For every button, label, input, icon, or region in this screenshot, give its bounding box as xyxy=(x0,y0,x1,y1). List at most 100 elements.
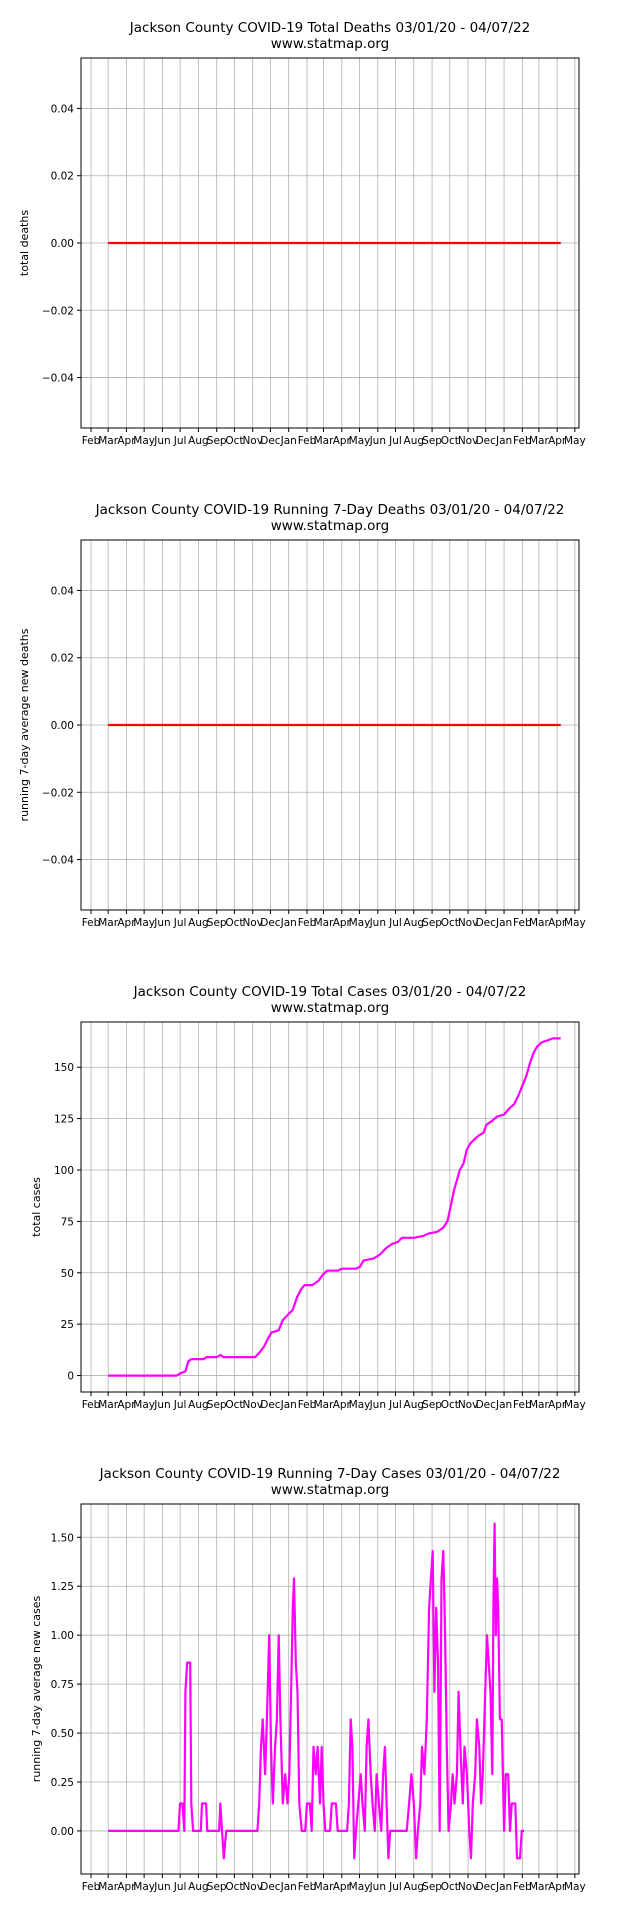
x-tick-label: May xyxy=(349,917,371,929)
x-tick-label: Apr xyxy=(117,1881,136,1893)
x-tick-label: Feb xyxy=(82,1399,101,1411)
chart-subtitle: www.statmap.org xyxy=(271,518,390,534)
x-tick-label: Jan xyxy=(495,1399,512,1411)
x-tick-label: Jan xyxy=(280,1881,297,1893)
plot-frame xyxy=(80,1503,580,1875)
x-tick-label: Apr xyxy=(117,1399,136,1411)
x-tick-label: Feb xyxy=(513,1399,532,1411)
y-tick-label: 50 xyxy=(61,1268,74,1280)
x-tick-label: Jul xyxy=(173,1399,187,1411)
x-tick-label: Nov xyxy=(242,435,263,447)
x-tick-label: Apr xyxy=(333,1881,352,1893)
x-tick-label: Jun xyxy=(153,1881,170,1893)
y-tick-label: 0.00 xyxy=(51,720,74,732)
x-tick-label: Oct xyxy=(441,1881,459,1893)
y-tick-label: 1.50 xyxy=(51,1532,74,1544)
x-tick-label: Nov xyxy=(458,917,479,929)
x-tick-label: Feb xyxy=(298,917,317,929)
x-tick-label: May xyxy=(133,435,155,447)
x-tick-label: Mar xyxy=(529,1399,549,1411)
y-tick-label: 75 xyxy=(61,1216,74,1228)
x-tick-label: Mar xyxy=(529,1881,549,1893)
y-tick-label: 0.75 xyxy=(51,1679,74,1691)
chart-title: Jackson County COVID-19 Running 7-Day Ca… xyxy=(99,1466,561,1482)
x-tick-label: Sep xyxy=(422,917,442,929)
chart-title: Jackson County COVID-19 Running 7-Day De… xyxy=(95,502,565,518)
y-tick-label: −0.04 xyxy=(42,855,74,867)
y-tick-label: −0.02 xyxy=(42,787,74,799)
x-tick-label: Jun xyxy=(369,917,386,929)
x-tick-label: Jan xyxy=(495,1881,512,1893)
x-tick-label: Feb xyxy=(82,1881,101,1893)
x-tick-label: Oct xyxy=(225,435,243,447)
x-tick-label: Apr xyxy=(548,1881,567,1893)
x-tick-label: May xyxy=(133,1881,155,1893)
x-tick-label: Jun xyxy=(153,1399,170,1411)
y-axis-label: total deaths xyxy=(18,210,31,276)
chart-subtitle: www.statmap.org xyxy=(271,1482,390,1498)
x-tick-label: Mar xyxy=(314,435,334,447)
y-tick-label: 0.04 xyxy=(51,585,75,597)
x-tick-label: May xyxy=(564,917,586,929)
x-tick-label: Aug xyxy=(404,917,425,929)
x-tick-label: Feb xyxy=(298,1399,317,1411)
x-tick-label: Mar xyxy=(529,435,549,447)
y-tick-label: 25 xyxy=(61,1319,74,1331)
x-tick-label: Oct xyxy=(225,1881,243,1893)
x-tick-label: Aug xyxy=(188,1881,209,1893)
x-tick-label: Apr xyxy=(548,435,567,447)
x-tick-label: Jan xyxy=(280,917,297,929)
x-tick-label: Apr xyxy=(117,917,136,929)
x-tick-label: Mar xyxy=(529,917,549,929)
y-tick-label: 125 xyxy=(54,1114,74,1126)
x-tick-label: Jul xyxy=(173,917,187,929)
chart-panel-3: Jackson County COVID-19 Total Cases 03/0… xyxy=(30,984,586,1411)
series-line xyxy=(108,1037,561,1377)
y-tick-label: 0.00 xyxy=(51,238,74,250)
y-tick-label: −0.04 xyxy=(42,373,74,385)
x-tick-label: Apr xyxy=(117,435,136,447)
x-tick-label: Aug xyxy=(188,917,209,929)
y-tick-label: 150 xyxy=(54,1062,74,1074)
x-tick-label: Sep xyxy=(207,1399,227,1411)
y-axis-label: total cases xyxy=(30,1177,43,1237)
x-tick-label: May xyxy=(133,917,155,929)
x-tick-label: Jun xyxy=(153,917,170,929)
x-tick-label: Jun xyxy=(369,1881,386,1893)
x-tick-label: Sep xyxy=(207,917,227,929)
x-tick-label: Sep xyxy=(422,1881,442,1893)
chart-panel-4: Jackson County COVID-19 Running 7-Day Ca… xyxy=(30,1466,586,1893)
y-tick-label: 1.25 xyxy=(51,1581,74,1593)
x-tick-label: Dec xyxy=(260,1881,281,1893)
x-tick-label: Oct xyxy=(441,917,459,929)
y-axis-label: running 7-day average new deaths xyxy=(18,628,31,821)
x-tick-label: Aug xyxy=(404,1881,425,1893)
x-tick-label: Mar xyxy=(314,1399,334,1411)
x-tick-label: Nov xyxy=(458,1399,479,1411)
x-tick-label: Dec xyxy=(476,1881,497,1893)
x-tick-label: Dec xyxy=(260,917,281,929)
x-tick-label: Dec xyxy=(476,917,497,929)
y-tick-label: 0.02 xyxy=(51,171,74,183)
x-tick-label: Jun xyxy=(153,435,170,447)
x-tick-label: May xyxy=(349,1881,371,1893)
y-tick-label: 0 xyxy=(67,1371,74,1383)
x-tick-label: Jun xyxy=(369,1399,386,1411)
x-tick-label: Apr xyxy=(548,917,567,929)
x-tick-label: Mar xyxy=(314,1881,334,1893)
x-tick-label: Nov xyxy=(458,1881,479,1893)
y-tick-label: 0.50 xyxy=(51,1728,74,1740)
x-tick-label: Jul xyxy=(388,1881,402,1893)
chart-title: Jackson County COVID-19 Total Cases 03/0… xyxy=(133,984,527,1000)
x-tick-label: Aug xyxy=(404,1399,425,1411)
y-tick-label: 0.04 xyxy=(51,103,75,115)
x-tick-label: Nov xyxy=(242,1399,263,1411)
x-tick-label: Oct xyxy=(441,1399,459,1411)
x-tick-label: May xyxy=(349,435,371,447)
x-tick-label: Aug xyxy=(188,1399,209,1411)
x-tick-label: Mar xyxy=(98,917,118,929)
x-tick-label: Dec xyxy=(260,435,281,447)
y-tick-label: 0.25 xyxy=(51,1777,74,1789)
x-tick-label: Oct xyxy=(225,917,243,929)
x-tick-label: Feb xyxy=(298,1881,317,1893)
